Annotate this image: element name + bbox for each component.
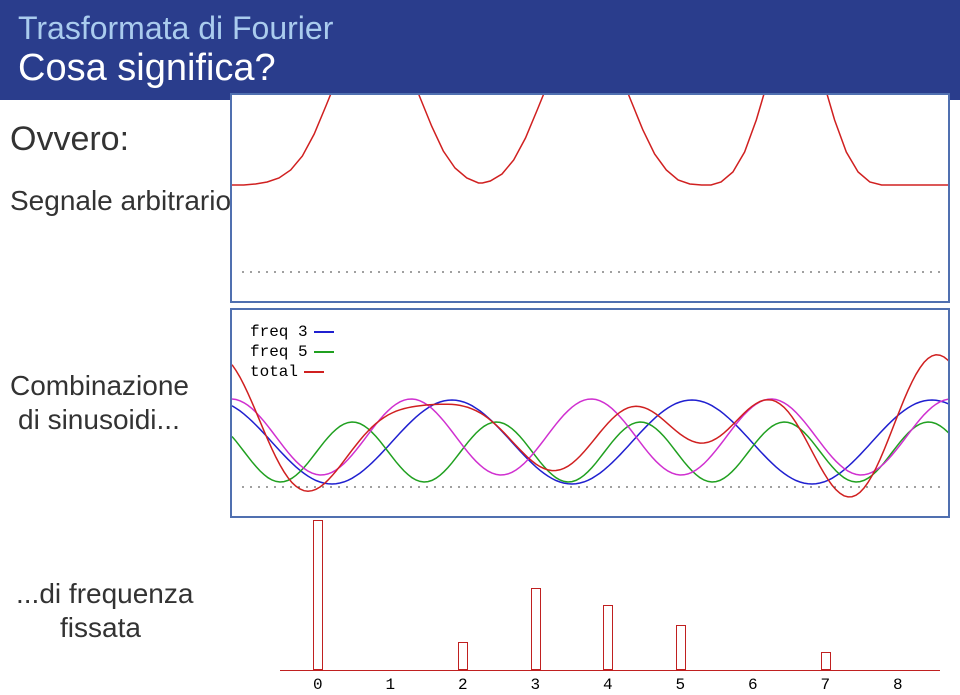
sinusoid-plot [232, 310, 948, 516]
label-frequenza-1: ...di frequenza [16, 578, 193, 610]
signal-plot [232, 95, 948, 301]
legend-item: freq 3 [250, 322, 334, 342]
label-combinazione-1: Combinazione [10, 370, 189, 402]
label-combinazione-2: di sinusoidi... [18, 404, 180, 436]
legend-swatch [304, 371, 324, 373]
legend-swatch [314, 331, 334, 333]
spectrum-tick: 8 [893, 676, 903, 694]
spectrum-bar [458, 642, 468, 670]
spectrum-tick: 2 [458, 676, 468, 694]
spectrum-bar [821, 652, 831, 670]
slide-header: Trasformata di Fourier Cosa significa? [0, 0, 960, 100]
spectrum-tick: 1 [386, 676, 396, 694]
spectrum-bar [676, 625, 686, 670]
spectrum-bar [313, 520, 323, 670]
legend-item: total [250, 362, 334, 382]
label-segnale: Segnale arbitrario [10, 185, 231, 217]
spectrum-tick: 7 [821, 676, 831, 694]
legend-label: freq 3 [250, 322, 308, 342]
spectrum-tick: 3 [531, 676, 541, 694]
legend-label: freq 5 [250, 342, 308, 362]
spectrum-bar [603, 605, 613, 670]
spectrum-tick: 0 [313, 676, 323, 694]
legend-label: total [250, 362, 298, 382]
spectrum-tick: 5 [676, 676, 686, 694]
spectrum-tick: 6 [748, 676, 758, 694]
legend-swatch [314, 351, 334, 353]
chart-legend: freq 3freq 5total [250, 322, 334, 382]
chart-signal [230, 93, 950, 303]
legend-item: freq 5 [250, 342, 334, 362]
chart-sinusoids: freq 3freq 5total [230, 308, 950, 518]
label-frequenza-2: fissata [60, 612, 141, 644]
spectrum-bar [531, 588, 541, 670]
header-subtitle: Cosa significa? [18, 47, 942, 90]
spectrum-baseline [280, 670, 940, 671]
label-ovvero: Ovvero: [10, 120, 129, 159]
spectrum-tick: 4 [603, 676, 613, 694]
header-title: Trasformata di Fourier [18, 10, 942, 47]
